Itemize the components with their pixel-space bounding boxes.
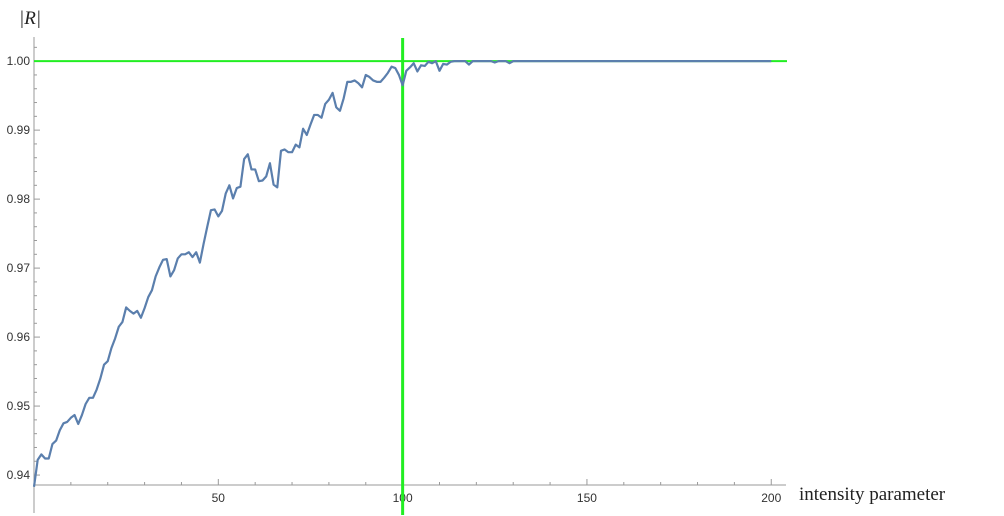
y-tick-label: 0.99 xyxy=(7,123,31,137)
axes xyxy=(33,37,786,513)
ticks: 501001502000.940.950.960.970.980.991.00 xyxy=(7,54,782,505)
y-axis-label: |R| xyxy=(19,8,41,29)
x-tick-label: 50 xyxy=(212,491,226,505)
x-tick-label: 150 xyxy=(577,491,597,505)
data-line xyxy=(32,60,772,487)
reference-lines xyxy=(34,38,787,515)
y-tick-label: 0.96 xyxy=(7,330,31,344)
series xyxy=(32,60,772,487)
y-tick-label: 0.98 xyxy=(7,192,31,206)
y-tick-label: 0.95 xyxy=(7,399,31,413)
y-tick-label: 0.97 xyxy=(7,261,31,275)
y-tick-label: 1.00 xyxy=(7,54,31,68)
y-tick-label: 0.94 xyxy=(7,468,31,482)
x-tick-label: 200 xyxy=(761,491,781,505)
minor-ticks xyxy=(34,46,735,485)
x-axis-label: intensity parameter xyxy=(799,484,946,505)
